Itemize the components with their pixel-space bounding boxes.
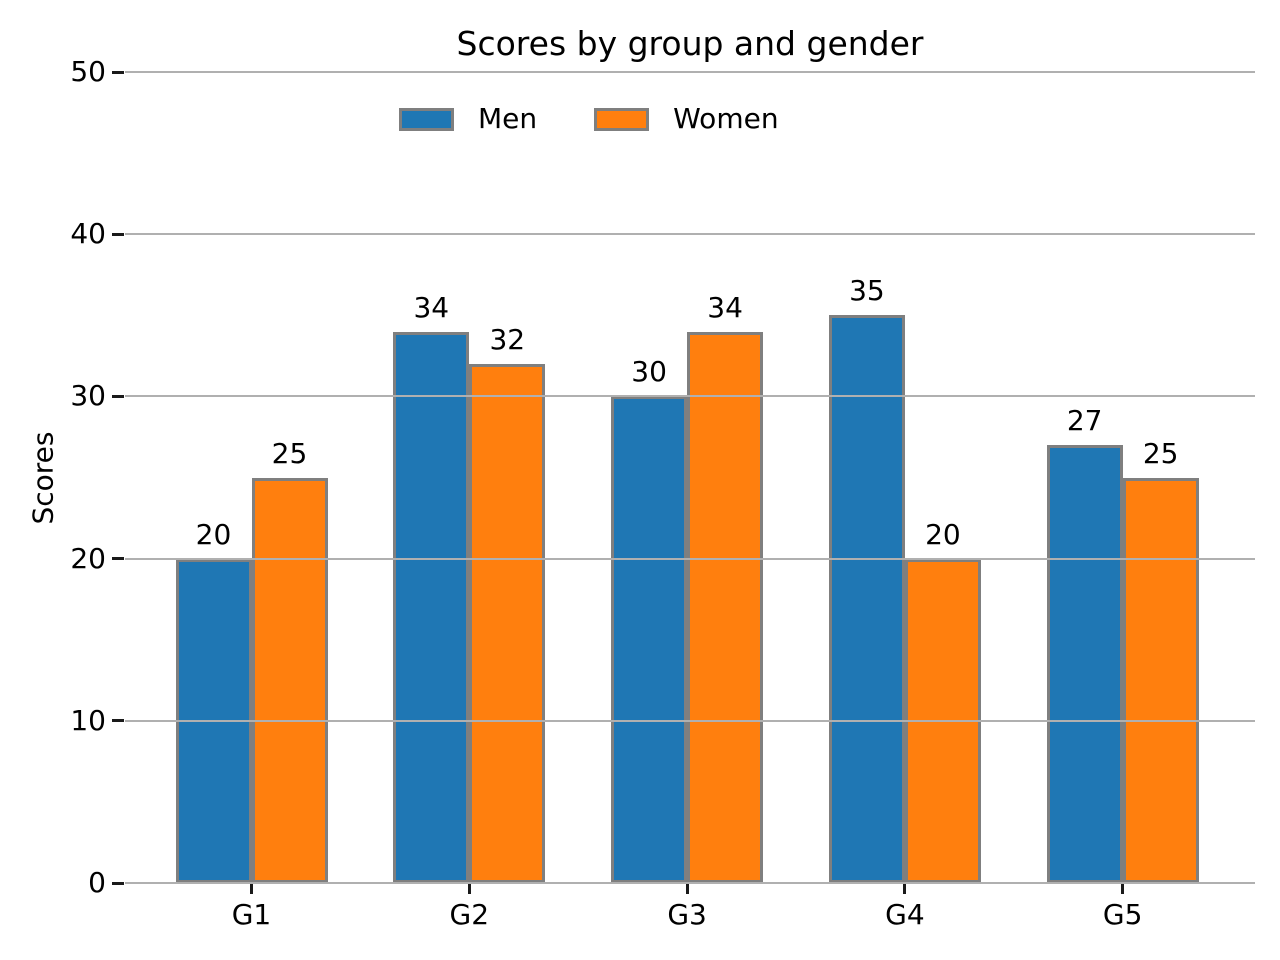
xtick-mark-g1 <box>250 884 253 894</box>
bar-value-men-g1: 20 <box>195 517 232 551</box>
bar-value-women-g4: 20 <box>925 517 961 551</box>
xtick-label-g3: G3 <box>667 898 707 931</box>
xtick-label-g1: G1 <box>231 898 272 931</box>
legend-item-women: Women <box>594 102 779 135</box>
ytick-mark-20 <box>112 557 124 561</box>
gridline-y10 <box>125 719 1255 722</box>
men-color-swatch <box>399 107 454 131</box>
legend-item-men: Men <box>399 104 537 134</box>
ytick-label-40: 40 <box>70 217 106 251</box>
xtick-label-g4: G4 <box>885 898 925 931</box>
xtick-label-g2: G2 <box>449 898 490 931</box>
chart-title: Scores by group and gender <box>456 24 924 63</box>
bar-men-g2 <box>393 331 470 883</box>
bar-value-women-g3: 34 <box>707 290 743 324</box>
ytick-mark-0 <box>112 881 124 885</box>
bar-women-g1 <box>251 477 328 883</box>
xtick-label-g5: G5 <box>1102 898 1143 931</box>
y-axis-label: Scores <box>26 431 60 525</box>
ytick-label-0: 0 <box>88 866 106 899</box>
bar-value-men-g5: 27 <box>1066 404 1103 438</box>
ytick-mark-40 <box>112 232 124 236</box>
xtick-mark-g4 <box>903 884 907 894</box>
xtick-mark-g3 <box>685 884 689 894</box>
bar-men-g4 <box>828 315 905 883</box>
gridline-y40 <box>125 233 1255 236</box>
gridline-y50 <box>125 71 1255 73</box>
bar-women-g3 <box>687 331 764 883</box>
bar-value-men-g3: 30 <box>631 355 667 389</box>
ytick-label-30: 30 <box>70 379 106 413</box>
ytick-label-10: 10 <box>70 703 106 737</box>
gridline-y0 <box>125 882 1255 884</box>
gridline-y20 <box>125 557 1255 560</box>
plot-area: 20 34 30 35 27 25 32 34 20 25 <box>125 71 1255 884</box>
bar-value-women-g1: 25 <box>271 436 308 470</box>
gridline-y30 <box>125 395 1255 398</box>
ytick-mark-50 <box>112 70 124 74</box>
bar-women-g2 <box>469 364 546 883</box>
bar-value-men-g4: 35 <box>849 274 885 308</box>
legend-label-women: Women <box>673 102 779 135</box>
xtick-mark-g2 <box>467 884 471 894</box>
bar-men-g3 <box>611 396 688 883</box>
xtick-mark-g5 <box>1121 884 1125 894</box>
bar-value-men-g2: 34 <box>413 290 450 324</box>
ytick-mark-10 <box>112 719 124 723</box>
legend-label-men: Men <box>478 102 538 135</box>
bar-value-women-g2: 32 <box>489 323 526 356</box>
ytick-mark-30 <box>112 394 124 398</box>
ytick-label-20: 20 <box>70 541 106 575</box>
ytick-label-50: 50 <box>70 55 106 88</box>
bar-value-women-g5: 25 <box>1142 436 1179 470</box>
legend: Men Women <box>399 104 779 134</box>
bar-women-g5 <box>1122 477 1199 883</box>
women-color-swatch <box>594 107 650 131</box>
bar-men-g5 <box>1046 445 1123 883</box>
